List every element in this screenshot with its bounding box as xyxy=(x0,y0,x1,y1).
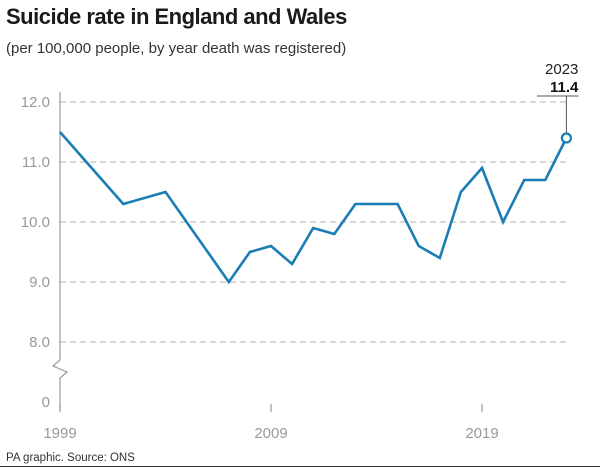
data-line xyxy=(59,131,568,285)
y-tick-label: 0 xyxy=(42,394,50,411)
x-tick-label: 1999 xyxy=(43,425,76,442)
source-note: PA graphic. Source: ONS xyxy=(6,452,135,464)
chart-subtitle: (per 100,000 people, by year death was r… xyxy=(6,40,347,57)
chart-title: Suicide rate in England and Wales xyxy=(6,4,347,29)
annotation-year: 2023 xyxy=(545,61,578,78)
y-axis xyxy=(51,92,69,410)
annotation-value: 11.4 xyxy=(550,79,579,96)
y-tick-label: 11.0 xyxy=(22,154,50,171)
y-tick-label: 10.0 xyxy=(21,214,50,231)
divider xyxy=(0,466,600,467)
x-tick-label: 2009 xyxy=(254,425,287,442)
latest-point-marker xyxy=(560,132,573,144)
y-tick-label: 9.0 xyxy=(29,274,50,291)
y-tick-label: 12.0 xyxy=(21,94,50,111)
y-tick-label: 8.0 xyxy=(29,334,50,351)
x-tick-label: 2019 xyxy=(465,425,498,442)
